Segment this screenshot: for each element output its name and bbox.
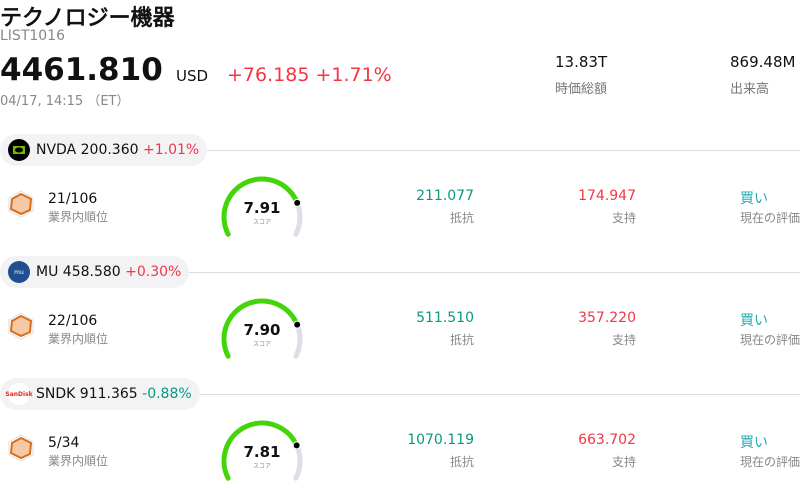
score-gauge [221,298,303,359]
gauge-fill [221,176,300,237]
rating-value: 買い [740,435,768,451]
nvidia-logo-icon [8,139,36,161]
industry-rank-label: 業界内順位 [48,332,109,346]
divider [204,150,800,151]
industry-rank: 22/106 [48,313,98,329]
industry-rank: 21/106 [48,191,98,207]
score-value: 7.81 [243,443,281,461]
score-value: 7.90 [243,321,281,339]
score-label: スコア [252,341,271,348]
score-label: スコア [252,219,271,226]
support-label: 支持 [611,333,636,347]
industry-rank: 5/34 [48,435,80,451]
gauge-marker [293,320,302,329]
gauge-fill [221,420,300,481]
resistance-label: 抵抗 [449,211,474,225]
stock-price: 200.360 [80,142,139,158]
industry-rank-label: 業界内順位 [48,210,109,224]
market-cap: 13.83T [555,53,608,71]
volume: 869.48M [730,53,796,71]
resistance-value: 211.077 [416,188,474,204]
rating-value: 買い [740,191,768,207]
ticker: MU [36,264,59,280]
stock-price: 911.365 [79,386,138,402]
stock-change: +0.30% [125,264,182,280]
ticker: NVDA [36,142,77,158]
resistance-value: 1070.119 [407,432,474,448]
stock-header-mu[interactable]: mu MU 458.580 +0.30% [0,256,190,288]
page-title: テクノロジー機器 [0,6,175,31]
sandisk-logo-icon: SanDisk [5,383,36,405]
divider [196,394,800,395]
rating-label: 現在の評価 [740,455,800,469]
resistance-value: 511.510 [416,310,474,326]
rating-label: 現在の評価 [740,211,800,225]
score-value: 7.91 [243,199,281,217]
index-change: +76.185 +1.71% [227,64,392,86]
support-value: 174.947 [578,188,636,204]
volume-label: 出来高 [730,82,770,97]
rating-value: 買い [740,313,768,329]
stock-header-sndk[interactable]: SanDisk SNDK 911.365 -0.88% [0,378,200,410]
radar-chart-icon [8,312,34,340]
score-gauge [221,176,303,237]
micron-logo-icon: mu [8,261,36,283]
resistance-label: 抵抗 [449,455,474,469]
stock-header-nvda[interactable]: NVDA 200.360 +1.01% [0,134,208,166]
support-value: 663.702 [578,432,636,448]
list-id: LIST1016 [0,28,65,44]
index-price: 4461.810 [0,52,163,88]
radar-chart-icon [8,190,34,218]
rating-label: 現在の評価 [740,333,800,347]
support-value: 357.220 [578,310,636,326]
stock-change: -0.88% [142,386,192,402]
currency: USD [176,67,209,85]
market-cap-label: 時価総額 [555,82,608,97]
timestamp: 04/17, 14:15 （ET） [0,94,130,109]
score-label: スコア [252,463,271,470]
resistance-label: 抵抗 [449,333,474,347]
support-label: 支持 [611,211,636,225]
change-value: +76.185 [227,64,310,86]
gauge-fill [221,298,300,359]
ticker: SNDK [36,386,76,402]
stock-price: 458.580 [62,264,121,280]
gauge-marker [292,441,301,450]
divider [186,272,800,273]
score-gauge [221,420,303,481]
stock-change: +1.01% [142,142,200,158]
support-label: 支持 [611,455,636,469]
gauge-marker [293,198,302,207]
radar-chart-icon [8,434,34,462]
change-percent: +1.71% [315,64,392,86]
industry-rank-label: 業界内順位 [48,454,109,468]
